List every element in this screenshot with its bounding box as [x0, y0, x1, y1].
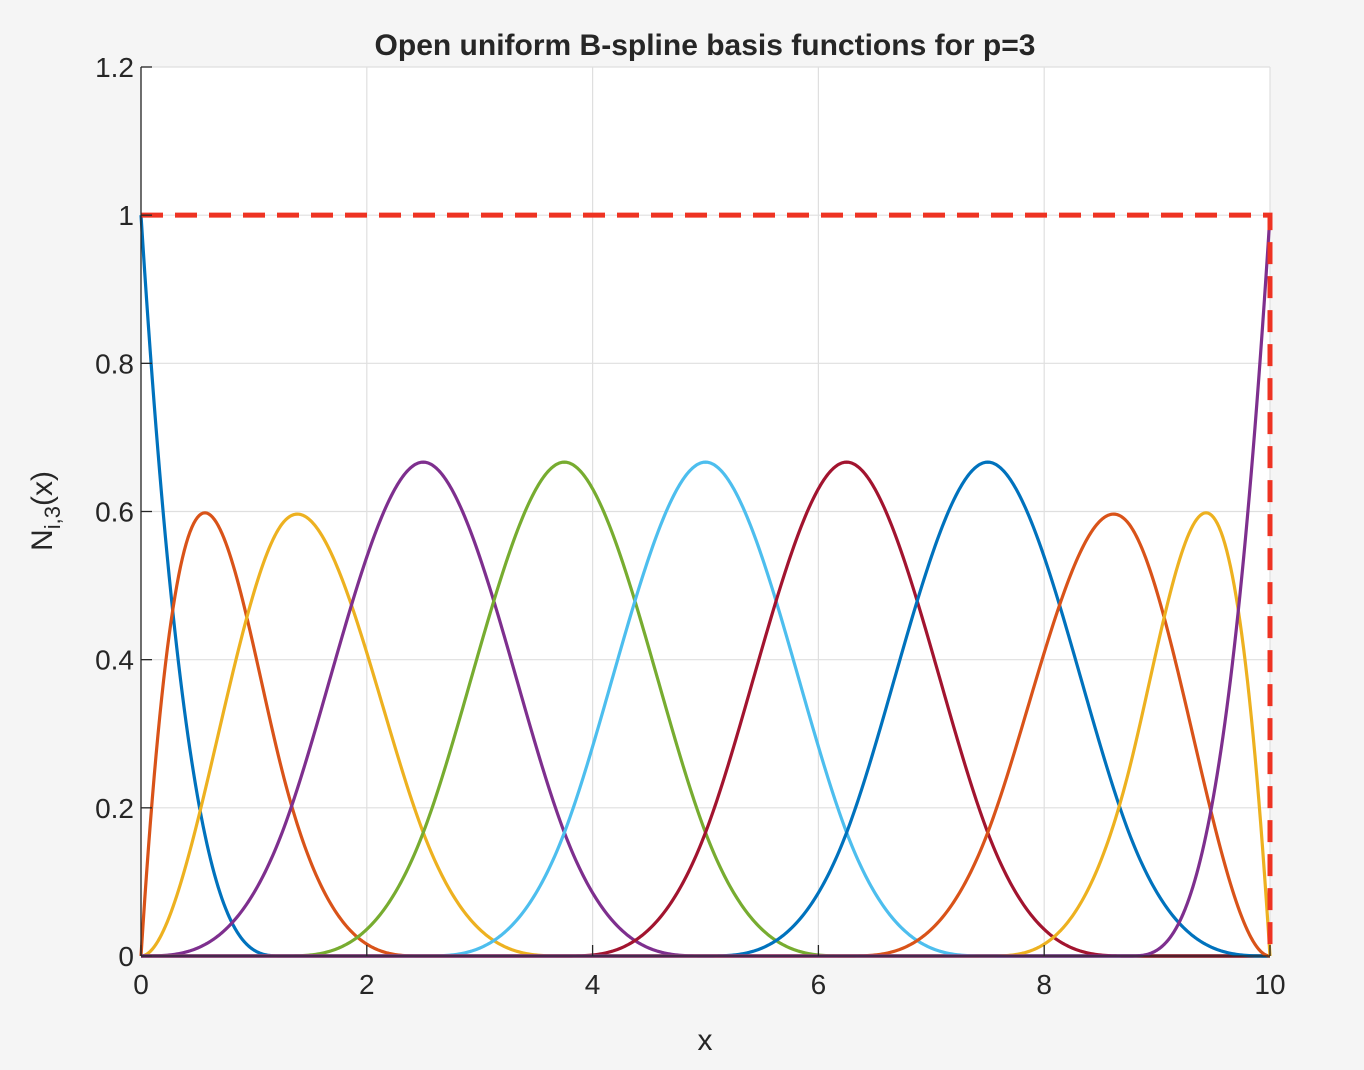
chart-title: Open uniform B-spline basis functions fo… — [375, 29, 1036, 62]
y-axis-label-subscript: i,3 — [40, 506, 65, 529]
y-tick-label: 0.2 — [95, 793, 134, 824]
x-tick-label: 0 — [133, 969, 149, 1000]
y-tick-label: 0 — [118, 941, 134, 972]
x-tick-label: 10 — [1254, 969, 1285, 1000]
y-tick-label: 0.6 — [95, 497, 134, 528]
x-tick-label: 4 — [585, 969, 601, 1000]
x-tick-label: 8 — [1036, 969, 1052, 1000]
x-axis-label: x — [698, 1024, 713, 1057]
y-tick-label: 1 — [118, 200, 134, 231]
axes — [140, 66, 1271, 957]
x-tick-label: 6 — [811, 969, 827, 1000]
y-tick-label: 0.4 — [95, 645, 134, 676]
x-tick-label: 2 — [359, 969, 375, 1000]
y-tick-label: 0.8 — [95, 348, 134, 379]
y-axis-label-suffix: (x) — [26, 471, 59, 506]
tick-labels: 0 2 4 6 8 10 0 0.2 0.4 0.6 0.8 1 1.2 — [95, 52, 1286, 1000]
y-axis-label-main: N — [26, 529, 59, 551]
y-axis-label: Ni,3(x) — [26, 471, 65, 551]
sum-of-basis-dashed-line — [141, 212, 1273, 956]
y-tick-label: 1.2 — [95, 52, 134, 83]
